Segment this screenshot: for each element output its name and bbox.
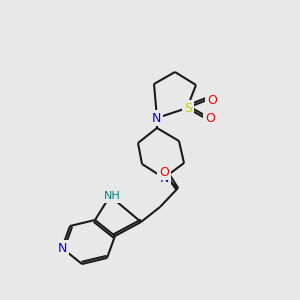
Text: NH: NH xyxy=(103,191,120,201)
Text: N: N xyxy=(57,242,67,254)
Text: N: N xyxy=(159,172,169,184)
Text: O: O xyxy=(207,94,217,106)
Text: O: O xyxy=(159,166,169,178)
Text: S: S xyxy=(184,101,192,115)
Text: N: N xyxy=(151,112,161,124)
Text: O: O xyxy=(205,112,215,124)
